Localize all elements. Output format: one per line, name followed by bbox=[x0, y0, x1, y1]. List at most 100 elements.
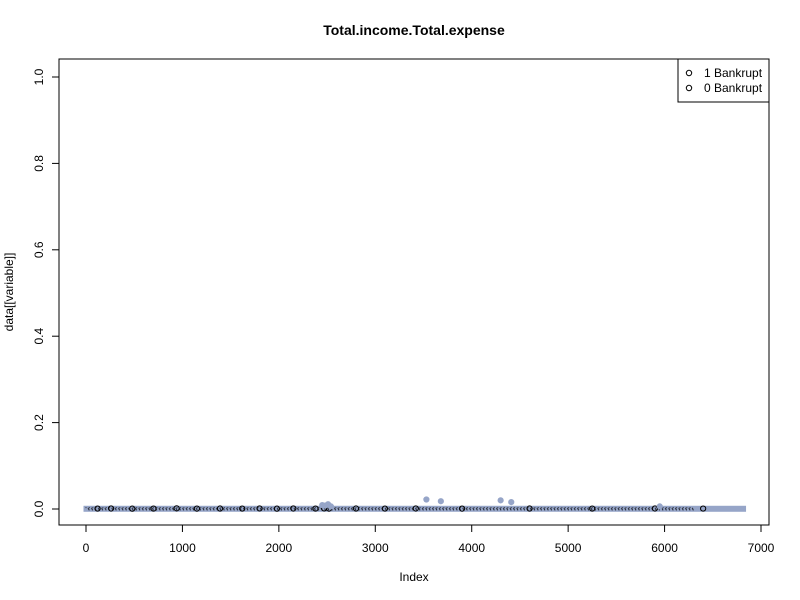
point-1-bankrupt-dense bbox=[223, 509, 225, 511]
point-1-bankrupt-dense bbox=[328, 509, 330, 511]
point-1-bankrupt-dense bbox=[85, 507, 87, 509]
point-1-bankrupt-dense bbox=[567, 509, 570, 511]
point-1-bankrupt-dense bbox=[480, 507, 482, 509]
point-1-bankrupt-dense bbox=[544, 507, 546, 509]
point-1-bankrupt-dense bbox=[88, 509, 90, 511]
point-1-bankrupt-dense bbox=[115, 507, 117, 509]
point-1-bankrupt-dense bbox=[132, 507, 134, 509]
point-1-bankrupt-dense bbox=[264, 509, 266, 511]
point-1-bankrupt-dense bbox=[399, 509, 401, 511]
point-1-bankrupt-dense bbox=[301, 507, 303, 509]
y-tick-label: 0.2 bbox=[32, 414, 46, 431]
point-1-bankrupt-dense bbox=[301, 509, 303, 511]
point-1-bankrupt-dense bbox=[638, 509, 640, 511]
point-1-bankrupt-dense bbox=[125, 509, 127, 511]
point-1-bankrupt-dense bbox=[685, 509, 688, 511]
point-1-bankrupt-dense bbox=[598, 509, 600, 511]
point-1-bankrupt-dense bbox=[142, 507, 144, 509]
point-1-bankrupt-dense bbox=[368, 509, 370, 511]
point-1-bankrupt-dense bbox=[176, 509, 178, 511]
y-tick-label: 0.6 bbox=[32, 241, 46, 258]
point-1-bankrupt-dense bbox=[446, 509, 448, 511]
point-1-bankrupt-dense bbox=[581, 507, 583, 509]
point-1-bankrupt-dense bbox=[443, 507, 445, 509]
point-1-bankrupt-dense bbox=[520, 509, 522, 511]
point-1-bankrupt-dense bbox=[159, 507, 161, 509]
point-1-bankrupt-dense bbox=[189, 509, 191, 511]
point-1-bankrupt-dense bbox=[247, 509, 249, 511]
point-1-bankrupt-dense bbox=[183, 509, 185, 511]
legend-label-1-bankrupt: 1 Bankrupt bbox=[704, 66, 763, 80]
point-1-bankrupt-dense bbox=[672, 507, 674, 509]
point-1-bankrupt-dense bbox=[598, 507, 600, 509]
point-1-bankrupt-dense bbox=[183, 507, 185, 509]
point-1-bankrupt-dense bbox=[631, 509, 634, 511]
point-1-bankrupt bbox=[273, 505, 281, 512]
point-1-bankrupt-dense bbox=[220, 509, 222, 511]
point-1-bankrupt-dense bbox=[95, 507, 97, 509]
point-1-bankrupt-dense bbox=[162, 509, 164, 511]
point-1-bankrupt-dense bbox=[510, 507, 512, 509]
point-1-bankrupt-dense bbox=[334, 509, 337, 511]
point-1-bankrupt-dense bbox=[507, 509, 509, 511]
point-1-bankrupt-dense bbox=[409, 507, 411, 509]
point-1-bankrupt-dense bbox=[581, 509, 583, 511]
point-1-bankrupt-dense bbox=[490, 507, 492, 509]
point-1-bankrupt-dense bbox=[132, 509, 134, 511]
point-1-bankrupt-dense bbox=[402, 507, 404, 509]
y-tick-label: 1.0 bbox=[32, 68, 46, 85]
point-1-bankrupt-dense bbox=[227, 507, 229, 509]
point-0-bankrupt bbox=[437, 498, 444, 505]
point-1-bankrupt-dense bbox=[513, 509, 516, 511]
point-1-bankrupt-dense bbox=[500, 507, 502, 509]
point-0-bankrupt bbox=[656, 503, 663, 510]
point-1-bankrupt-dense bbox=[135, 509, 137, 511]
point-1-bankrupt-dense bbox=[395, 509, 397, 511]
point-1-bankrupt-dense bbox=[689, 509, 691, 511]
point-1-bankrupt-dense bbox=[352, 507, 354, 509]
point-1-bankrupt-dense bbox=[203, 507, 205, 509]
point-1-bankrupt-dense bbox=[446, 507, 448, 509]
point-1-bankrupt-dense bbox=[118, 509, 121, 511]
point-1-bankrupt-dense bbox=[551, 507, 553, 509]
point-1-bankrupt-dense bbox=[362, 507, 364, 509]
point-1-bankrupt bbox=[589, 505, 596, 512]
point-1-bankrupt-dense bbox=[115, 509, 117, 511]
point-1-bankrupt-dense bbox=[145, 509, 148, 511]
point-1-bankrupt-dense bbox=[655, 507, 658, 509]
point-1-bankrupt-dense bbox=[432, 509, 434, 511]
point-1-bankrupt-dense bbox=[564, 507, 566, 509]
point-1-bankrupt-dense bbox=[105, 507, 107, 509]
y-axis-label: data[[variable]] bbox=[2, 253, 16, 332]
point-1-bankrupt-dense bbox=[166, 509, 168, 511]
point-1-bankrupt-dense bbox=[665, 507, 668, 509]
point-1-bankrupt-dense bbox=[247, 507, 249, 509]
dense-points-band-0-bankrupt bbox=[83, 505, 747, 512]
point-1-bankrupt-dense bbox=[405, 509, 407, 511]
point-1-bankrupt-dense bbox=[186, 507, 188, 509]
point-1-bankrupt-dense bbox=[426, 509, 428, 511]
point-1-bankrupt-dense bbox=[226, 509, 229, 511]
point-1-bankrupt-dense bbox=[372, 507, 374, 509]
point-1-bankrupt-dense bbox=[142, 509, 144, 511]
point-1-bankrupt-dense bbox=[230, 509, 232, 511]
point-1-bankrupt-dense bbox=[500, 509, 502, 511]
point-1-bankrupt-dense bbox=[179, 507, 182, 509]
point-1-bankrupt-dense bbox=[679, 507, 681, 509]
point-1-bankrupt-dense bbox=[669, 507, 671, 509]
point-1-bankrupt-dense bbox=[483, 509, 485, 511]
dense-points-1-bankrupt bbox=[85, 507, 694, 511]
chart-title: Total.income.Total.expense bbox=[323, 22, 505, 38]
point-1-bankrupt-dense bbox=[625, 507, 627, 509]
x-tick-label: 6000 bbox=[651, 541, 678, 555]
point-1-bankrupt-dense bbox=[456, 509, 458, 511]
point-1-bankrupt bbox=[107, 505, 115, 512]
point-1-bankrupt-dense bbox=[318, 507, 320, 509]
point-1-bankrupt-dense bbox=[632, 507, 634, 509]
point-1-bankrupt-dense bbox=[574, 507, 577, 509]
point-1-bankrupt-dense bbox=[152, 509, 154, 511]
point-1-bankrupt-dense bbox=[402, 509, 404, 511]
point-1-bankrupt-dense bbox=[206, 509, 208, 511]
point-1-bankrupt-dense bbox=[92, 507, 94, 509]
point-1-bankrupt-dense bbox=[240, 507, 242, 509]
